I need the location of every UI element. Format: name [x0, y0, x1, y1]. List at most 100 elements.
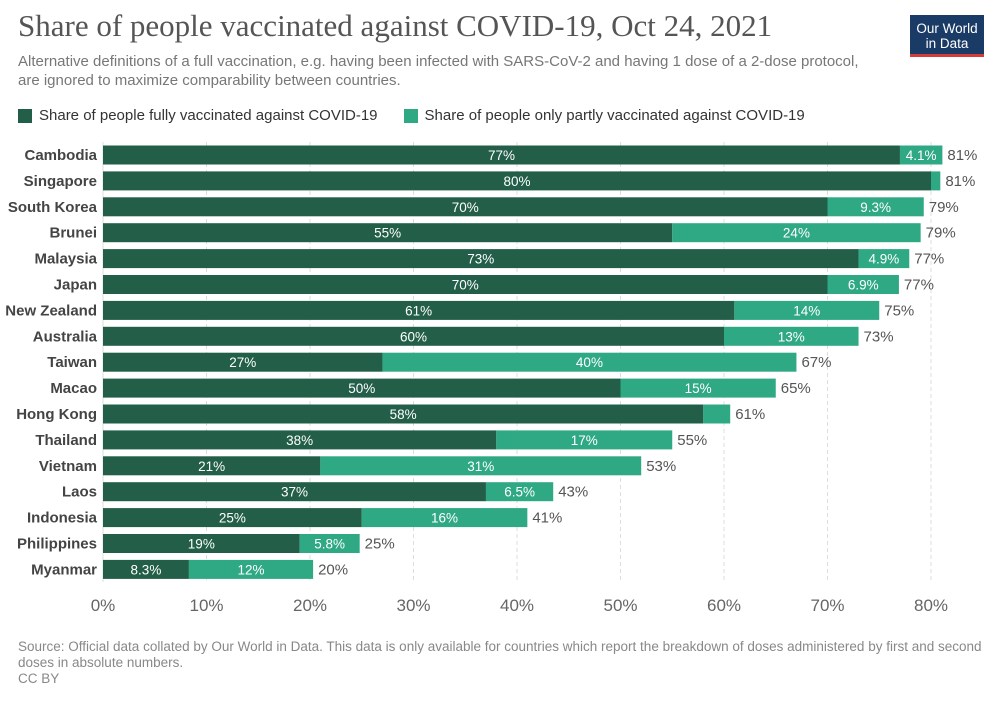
bar-full-vaccinated — [103, 378, 621, 398]
data-label-full: 21% — [198, 459, 225, 474]
bar-partly-vaccinated — [827, 197, 924, 217]
category-label: Taiwan — [47, 354, 97, 371]
data-label-partial: 16% — [431, 511, 458, 526]
data-label-partial: 12% — [237, 562, 264, 577]
category-label: Thailand — [35, 432, 97, 449]
bar-full-vaccinated — [103, 404, 704, 424]
data-label-total: 81% — [945, 173, 975, 190]
x-tick-label-20: 20% — [293, 596, 327, 615]
data-label-full: 61% — [405, 303, 432, 318]
data-label-total: 79% — [926, 225, 956, 242]
chart-subtitle: Alternative definitions of a full vaccin… — [18, 53, 859, 89]
data-label-total: 73% — [864, 328, 894, 345]
data-label-partial: 17% — [571, 433, 598, 448]
owid-logo[interactable]: Our World in Data — [910, 15, 984, 57]
data-label-total: 67% — [801, 354, 831, 371]
bar-full-vaccinated — [103, 456, 321, 476]
data-label-partial: 6.5% — [504, 485, 535, 500]
data-label-total: 25% — [365, 536, 395, 553]
bar-partly-vaccinated — [496, 430, 673, 450]
bar-full-vaccinated — [103, 300, 735, 320]
bar-partly-vaccinated — [899, 145, 943, 165]
legend-swatch-full — [18, 108, 32, 123]
x-tick-label-80: 80% — [914, 596, 948, 615]
bar-full-vaccinated — [103, 171, 931, 191]
category-label: Hong Kong — [16, 406, 97, 423]
license-text: CC BY — [18, 671, 60, 686]
category-label: Brunei — [49, 225, 97, 242]
bar-full-vaccinated — [103, 482, 486, 502]
bar-full-vaccinated — [103, 508, 362, 528]
data-label-total: 79% — [929, 199, 959, 216]
x-tick-label-40: 40% — [500, 596, 534, 615]
x-tick-label-0: 0% — [91, 596, 116, 615]
data-label-partial: 6.9% — [848, 278, 879, 293]
data-label-full: 60% — [400, 329, 427, 344]
bar-partly-vaccinated — [724, 326, 859, 346]
data-label-partial: 24% — [783, 226, 810, 241]
data-label-total: 77% — [914, 251, 944, 268]
bar-full-vaccinated — [103, 275, 828, 294]
data-label-partial: 40% — [576, 355, 603, 370]
x-tick-label-70: 70% — [810, 596, 844, 615]
category-label: Japan — [54, 277, 97, 294]
data-label-full: 19% — [188, 537, 215, 552]
data-label-total: 75% — [884, 302, 914, 319]
data-label-total: 61% — [735, 406, 765, 423]
category-label: Cambodia — [24, 147, 97, 164]
bar-partly-vaccinated — [827, 275, 899, 294]
category-label: Australia — [33, 328, 98, 345]
category-label: South Korea — [8, 199, 98, 216]
bar-full-vaccinated — [103, 352, 383, 372]
legend-label-partial: Share of people only partly vaccinated a… — [424, 107, 805, 124]
data-label-total: 55% — [677, 432, 707, 449]
bar-partly-vaccinated — [188, 559, 314, 579]
data-label-full: 25% — [219, 511, 246, 526]
bar-partly-vaccinated — [361, 508, 528, 528]
data-label-full: 55% — [374, 226, 401, 241]
logo-line-2: in Data — [925, 36, 969, 51]
bar-full-vaccinated — [103, 326, 724, 346]
x-tick-label-10: 10% — [189, 596, 223, 615]
category-label: Laos — [62, 484, 97, 501]
bar-full-vaccinated — [103, 249, 859, 269]
category-label: Vietnam — [39, 458, 97, 475]
x-tick-label-50: 50% — [603, 596, 637, 615]
data-label-total: 81% — [947, 147, 977, 164]
bar-full-vaccinated — [103, 223, 673, 243]
data-label-full: 38% — [286, 433, 313, 448]
legend-item-full[interactable]: Share of people fully vaccinated against… — [18, 107, 378, 124]
data-label-total: 77% — [904, 277, 934, 294]
data-label-partial: 9.3% — [860, 200, 891, 215]
data-label-total: 41% — [532, 510, 562, 527]
bar-full-vaccinated — [103, 534, 300, 553]
data-label-full: 70% — [452, 200, 479, 215]
legend-label-full: Share of people fully vaccinated against… — [39, 107, 378, 124]
data-label-total: 43% — [558, 484, 588, 501]
data-label-full: 37% — [281, 485, 308, 500]
data-label-partial: 14% — [793, 303, 820, 318]
bar-partly-vaccinated — [931, 171, 941, 191]
bar-full-vaccinated — [103, 430, 497, 450]
category-label: Singapore — [24, 173, 97, 190]
category-label: Malaysia — [34, 251, 97, 268]
legend-swatch-partial — [403, 108, 418, 123]
source-text: Source: Official data collated by Our Wo… — [18, 639, 982, 670]
data-label-partial: 13% — [778, 329, 805, 344]
legend-item-partial[interactable]: Share of people only partly vaccinated a… — [403, 107, 805, 124]
bar-partly-vaccinated — [703, 404, 731, 424]
bar-partly-vaccinated — [320, 456, 642, 476]
x-tick-label-30: 30% — [396, 596, 430, 615]
data-label-full: 27% — [229, 355, 256, 370]
category-label: New Zealand — [5, 302, 97, 319]
bar-partly-vaccinated — [672, 223, 921, 243]
data-label-full: 80% — [503, 174, 530, 189]
source-note: Source: Official data collated by Our Wo… — [18, 639, 993, 687]
data-label-partial: 15% — [685, 381, 712, 396]
data-label-partial: 4.9% — [869, 252, 900, 267]
data-label-full: 58% — [390, 407, 417, 422]
bar-partly-vaccinated — [299, 534, 360, 553]
bar-full-vaccinated — [103, 559, 189, 579]
chart-title: Share of people vaccinated against COVID… — [18, 8, 773, 43]
bar-partly-vaccinated — [382, 352, 797, 372]
